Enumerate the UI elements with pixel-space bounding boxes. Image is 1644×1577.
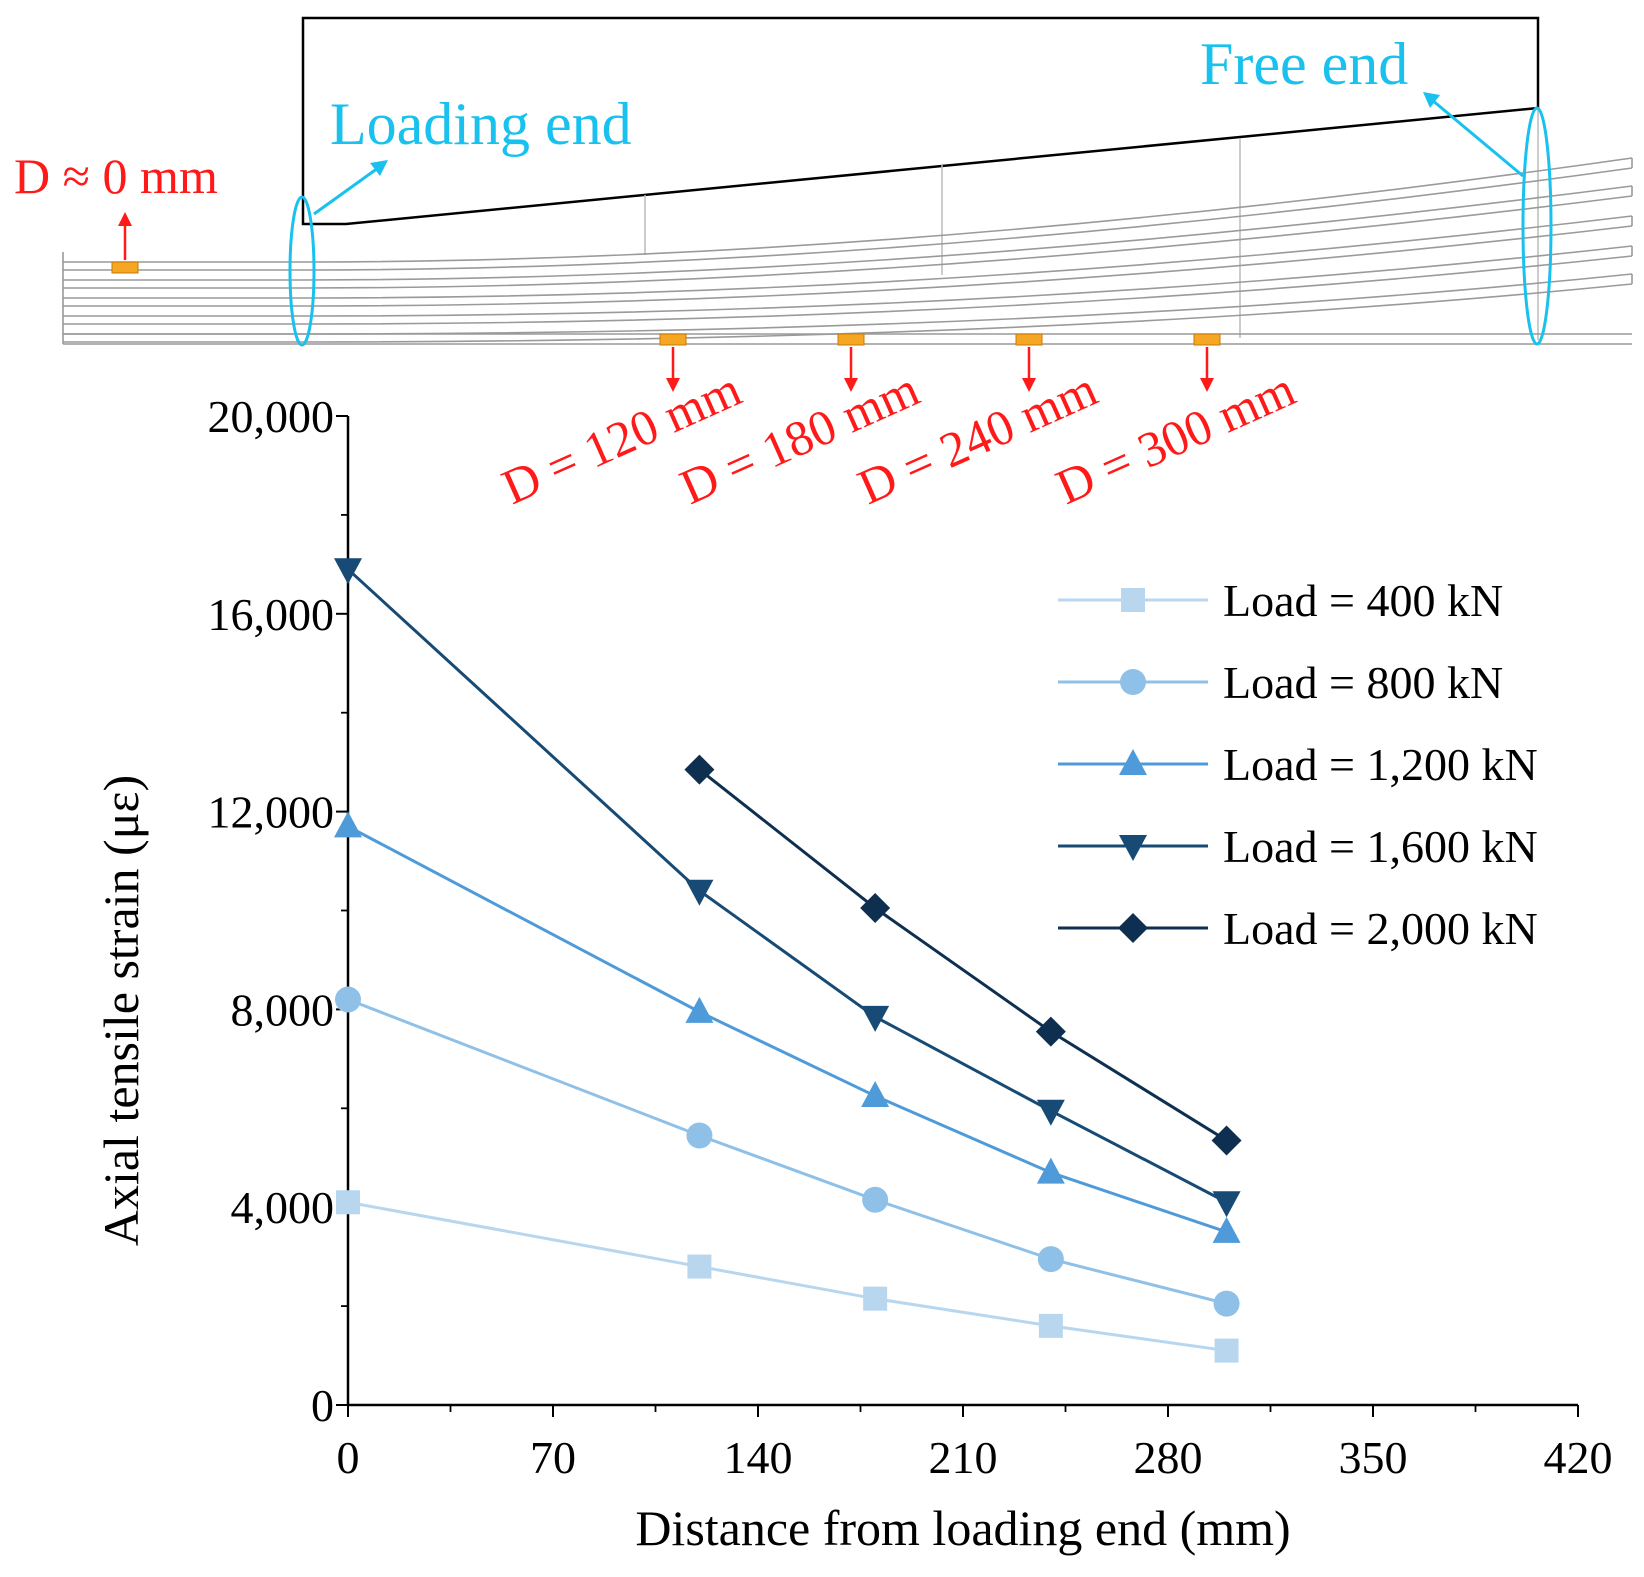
series-line [347,1200,1227,1353]
data-point [1038,1313,1063,1338]
series-3 [334,558,1241,1218]
x-axis-title: Distance from loading end (mm) [635,1500,1290,1556]
legend-entry: Load = 1,600 kN [1058,821,1538,872]
data-point [1037,1246,1064,1273]
data-point [862,1186,889,1213]
legend-label: Load = 1,600 kN [1223,821,1538,872]
series-line [346,568,1228,1204]
axes: 0 70 140 210 280 350 420 0 4,000 8,000 12,000 16,00… [208,391,1613,1483]
data-point [1036,1157,1065,1184]
strain-gauge-d0 [111,261,139,274]
strain-gauge-d180 [837,333,865,346]
data-point [334,558,362,585]
legend-label: Load = 1,200 kN [1223,739,1538,790]
y-tick-label: 20,000 [208,391,335,442]
legend-marker [1119,749,1147,775]
strain-gauge-d300 [1193,333,1221,346]
data-point [687,1254,712,1279]
data-point [335,986,361,1013]
x-tick-label: 280 [1134,1432,1203,1483]
x-tick-label: 420 [1544,1432,1613,1483]
data-point [861,1080,890,1107]
series-1 [335,986,1240,1317]
series-2 [334,811,1241,1243]
gauge-arrows [118,212,1214,392]
data-point [336,1190,360,1215]
legend: Load = 400 kN Load = 800 kN Load = 1,200 k… [1058,575,1538,954]
data-point [334,811,362,838]
data-point [684,754,715,785]
y-axis-title: Axial tensile strain (με) [93,775,149,1246]
legend-label: Load = 2,000 kN [1223,903,1538,954]
data-point [861,1005,890,1032]
data-point [685,879,714,906]
end-arrows [313,92,1524,216]
data-point [1212,1191,1241,1218]
loading-end-label: Loading end [330,91,632,157]
legend-entry: Load = 400 kN [1058,575,1503,626]
data-point [1211,1125,1242,1156]
data-point [1036,1099,1065,1126]
free-end-marker [1521,106,1553,346]
data-point [860,893,891,924]
x-tick-label: 140 [724,1432,793,1483]
series-line [698,768,1228,1142]
data-point [686,1122,713,1149]
data-point [1212,1216,1241,1243]
series-line [347,825,1228,1234]
legend-entry: Load = 800 kN [1058,657,1503,708]
legend-entry: Load = 2,000 kN [1058,903,1538,954]
y-tick-label: 0 [311,1380,334,1431]
series-line [347,998,1227,1306]
legend-marker [1119,835,1147,861]
legend-entry: Load = 1,200 kN [1058,739,1538,790]
data-point [685,996,714,1023]
loading-end-marker [288,195,316,347]
data-point [1213,1290,1240,1317]
series-4 [684,754,1242,1156]
x-tick-label: 70 [530,1432,576,1483]
strain-gauge-d120 [659,333,687,346]
y-tick-label: 16,000 [208,589,335,640]
x-tick-label: 210 [929,1432,998,1483]
series-layer [334,558,1242,1363]
chart: 0 70 140 210 280 350 420 0 4,000 8,000 12,000 16,00… [93,391,1613,1556]
series-0 [336,1190,1239,1363]
data-point [1035,1016,1066,1047]
y-tick-label: 8,000 [231,984,335,1035]
gauge-label-d0: D ≈ 0 mm [14,148,218,204]
legend-label: Load = 400 kN [1223,575,1503,626]
y-tick-label: 4,000 [231,1182,335,1233]
data-point [863,1286,888,1311]
free-end-label: Free end [1200,31,1408,97]
x-tick-label: 0 [337,1432,360,1483]
legend-label: Load = 800 kN [1223,657,1503,708]
cfrp-layers [62,157,1633,345]
strain-gauge-d240 [1015,333,1043,346]
legend-marker [1121,588,1145,612]
data-point [1214,1338,1239,1363]
x-tick-label: 350 [1339,1432,1408,1483]
legend-marker [1120,669,1146,695]
y-tick-label: 12,000 [208,787,335,838]
legend-marker [1118,913,1148,943]
